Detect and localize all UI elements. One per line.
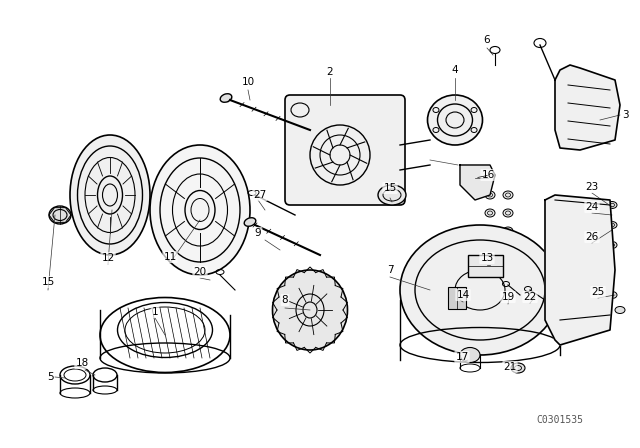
Ellipse shape (273, 270, 348, 350)
Ellipse shape (503, 209, 513, 217)
FancyBboxPatch shape (285, 95, 405, 205)
Ellipse shape (607, 292, 617, 298)
Text: C0301535: C0301535 (536, 415, 584, 425)
Text: 23: 23 (586, 182, 598, 192)
Ellipse shape (460, 348, 480, 362)
Text: 8: 8 (282, 295, 288, 305)
Text: 14: 14 (456, 290, 470, 300)
Ellipse shape (244, 218, 256, 226)
Text: 1: 1 (152, 307, 158, 317)
Bar (468, 255, 503, 277)
Ellipse shape (485, 191, 495, 199)
Text: 11: 11 (163, 252, 177, 262)
Text: 21: 21 (504, 362, 516, 372)
Text: 5: 5 (47, 372, 53, 382)
Ellipse shape (615, 306, 625, 314)
Text: 15: 15 (42, 277, 54, 287)
Text: 16: 16 (481, 170, 495, 180)
Ellipse shape (49, 206, 71, 224)
Text: 18: 18 (76, 358, 88, 368)
Ellipse shape (220, 94, 232, 102)
Ellipse shape (428, 95, 483, 145)
Text: 22: 22 (524, 292, 536, 302)
Text: 4: 4 (452, 65, 458, 75)
Ellipse shape (503, 227, 513, 235)
Text: 26: 26 (586, 232, 598, 242)
Ellipse shape (485, 227, 495, 235)
Text: 2: 2 (326, 67, 333, 77)
Text: 20: 20 (193, 267, 207, 277)
Text: 9: 9 (255, 228, 261, 238)
Ellipse shape (400, 225, 560, 355)
Ellipse shape (607, 241, 617, 249)
Ellipse shape (607, 202, 617, 208)
Ellipse shape (150, 145, 250, 275)
Text: 27: 27 (253, 190, 267, 200)
Text: 25: 25 (591, 287, 605, 297)
Polygon shape (545, 195, 615, 345)
Text: 10: 10 (241, 77, 255, 87)
Text: 17: 17 (456, 352, 468, 362)
Text: 6: 6 (484, 35, 490, 45)
Polygon shape (460, 165, 495, 200)
Ellipse shape (70, 135, 150, 255)
Text: 24: 24 (586, 202, 598, 212)
Text: 7: 7 (387, 265, 394, 275)
Bar (448, 287, 466, 309)
Ellipse shape (378, 185, 406, 205)
Text: 3: 3 (621, 110, 628, 120)
Polygon shape (555, 65, 620, 150)
Ellipse shape (485, 209, 495, 217)
Text: 13: 13 (481, 253, 493, 263)
Text: 12: 12 (101, 253, 115, 263)
Ellipse shape (503, 191, 513, 199)
Text: 19: 19 (501, 292, 515, 302)
Text: 15: 15 (383, 183, 397, 193)
Ellipse shape (607, 221, 617, 228)
Ellipse shape (511, 363, 525, 373)
